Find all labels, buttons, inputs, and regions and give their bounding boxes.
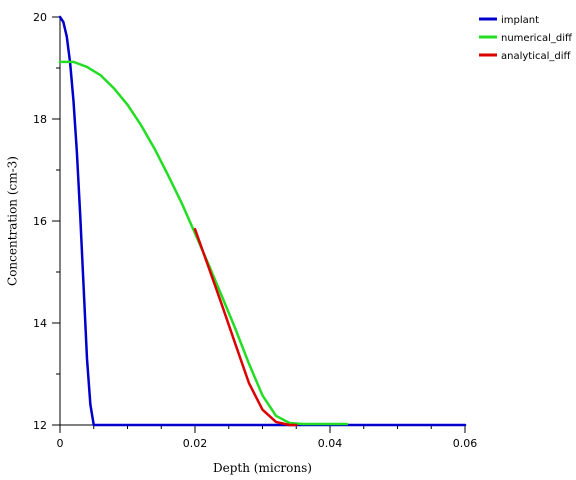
x-tick-label: 0.02	[183, 437, 208, 450]
y-tick-label: 12	[33, 419, 47, 432]
x-tick-label: 0.06	[453, 437, 478, 450]
x-tick-label: 0	[57, 437, 64, 450]
series-line-numerical-diff	[58, 60, 349, 426]
axes: 0 0.02 0.04 0.06 12 14 16 18 20	[33, 11, 477, 450]
legend-label: analytical_diff	[501, 51, 572, 62]
y-tick-label: 18	[33, 113, 47, 126]
series-lines	[58, 15, 467, 427]
y-tick-label: 16	[33, 215, 47, 228]
x-tick-label: 0.04	[318, 437, 343, 450]
y-tick-label: 20	[33, 11, 47, 24]
y-tick-label: 14	[33, 317, 47, 330]
series-line-analytical-diff	[193, 227, 298, 427]
y-axis-label: Concentration (cm-3)	[6, 156, 20, 286]
series-line-implant	[58, 15, 467, 427]
legend-label: numerical_diff	[501, 33, 573, 44]
x-axis-label: Depth (microns)	[213, 461, 312, 475]
legend: implant numerical_diff analytical_diff	[479, 15, 573, 62]
legend-label: implant	[501, 15, 539, 26]
